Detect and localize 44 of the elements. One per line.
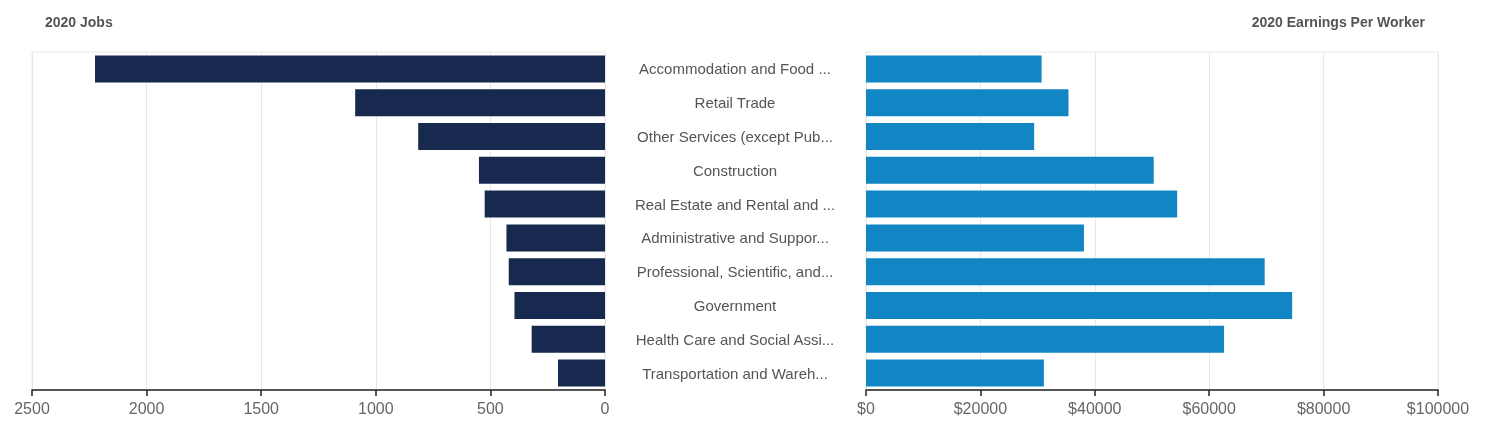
bar	[866, 325, 1225, 353]
x-tick-label: $100000	[1406, 399, 1470, 417]
bar	[531, 325, 605, 353]
x-tick-label: $20000	[953, 399, 1008, 417]
bar	[866, 89, 1069, 117]
x-tick-label: 0	[600, 399, 610, 417]
bar	[866, 291, 1293, 320]
bar	[866, 156, 1154, 184]
bar	[95, 55, 605, 83]
x-tick-label: 1500	[243, 399, 280, 417]
x-tick-label: $40000	[1068, 399, 1122, 417]
bar	[866, 359, 1044, 387]
x-tick-label: $80000	[1296, 399, 1351, 417]
x-tick-label: 2500	[14, 399, 50, 417]
chart-title: 2020 Earnings Per Worker	[1251, 14, 1426, 30]
bar	[866, 122, 1035, 151]
y-tick-label: Government	[693, 297, 778, 314]
y-tick-label: Other Services (except Pub...	[637, 128, 833, 145]
x-tick-label: 500	[477, 399, 504, 417]
y-tick-label: Real Estate and Rental and ...	[634, 195, 836, 213]
bar	[478, 156, 605, 184]
y-tick-label: Transportation and Wareh...	[642, 364, 828, 382]
y-tick-label: Construction	[692, 161, 778, 179]
bar	[355, 89, 605, 117]
bar	[558, 359, 605, 387]
bar	[514, 291, 605, 320]
x-tick-label: 1000	[358, 399, 394, 417]
bar	[418, 122, 605, 151]
chart-title: 2020 Jobs	[45, 14, 113, 30]
bar	[866, 55, 1042, 83]
x-tick-label: 2000	[128, 399, 165, 417]
bar	[508, 258, 605, 286]
x-tick-label: $0	[857, 399, 875, 417]
bar	[866, 190, 1178, 218]
y-tick-label: Accommodation and Food ...	[639, 60, 831, 78]
bar	[484, 190, 605, 218]
y-tick-label: Professional, Scientific, and...	[636, 263, 834, 281]
bar	[506, 224, 605, 252]
y-tick-label: Administrative and Suppor...	[641, 229, 829, 247]
y-tick-label: Health Care and Social Assi...	[635, 330, 835, 348]
y-tick-label: Retail Trade	[694, 94, 776, 112]
x-tick-label: $60000	[1182, 399, 1236, 417]
bar	[866, 224, 1084, 252]
bar	[866, 258, 1265, 286]
